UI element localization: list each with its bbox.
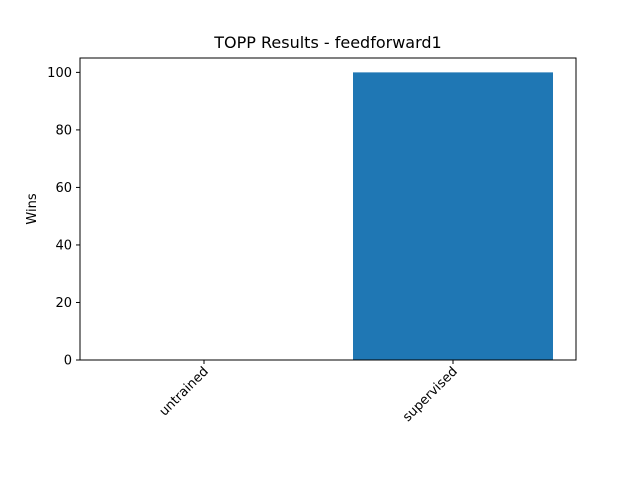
- y-tick-label: 40: [55, 238, 72, 253]
- y-axis-label: Wins: [25, 193, 40, 224]
- y-tick-label: 80: [55, 123, 72, 138]
- chart-title: TOPP Results - feedforward1: [213, 33, 441, 52]
- y-tick-label: 100: [47, 66, 72, 81]
- y-tick-label: 20: [55, 296, 72, 311]
- bar-supervised: [353, 72, 553, 360]
- plot-frame: [79, 57, 577, 361]
- y-axis: 0 20 40 60 80 100: [47, 66, 80, 369]
- y-tick-label: 60: [55, 181, 72, 196]
- bars-group: [353, 72, 553, 360]
- y-tick-label: 0: [64, 354, 72, 369]
